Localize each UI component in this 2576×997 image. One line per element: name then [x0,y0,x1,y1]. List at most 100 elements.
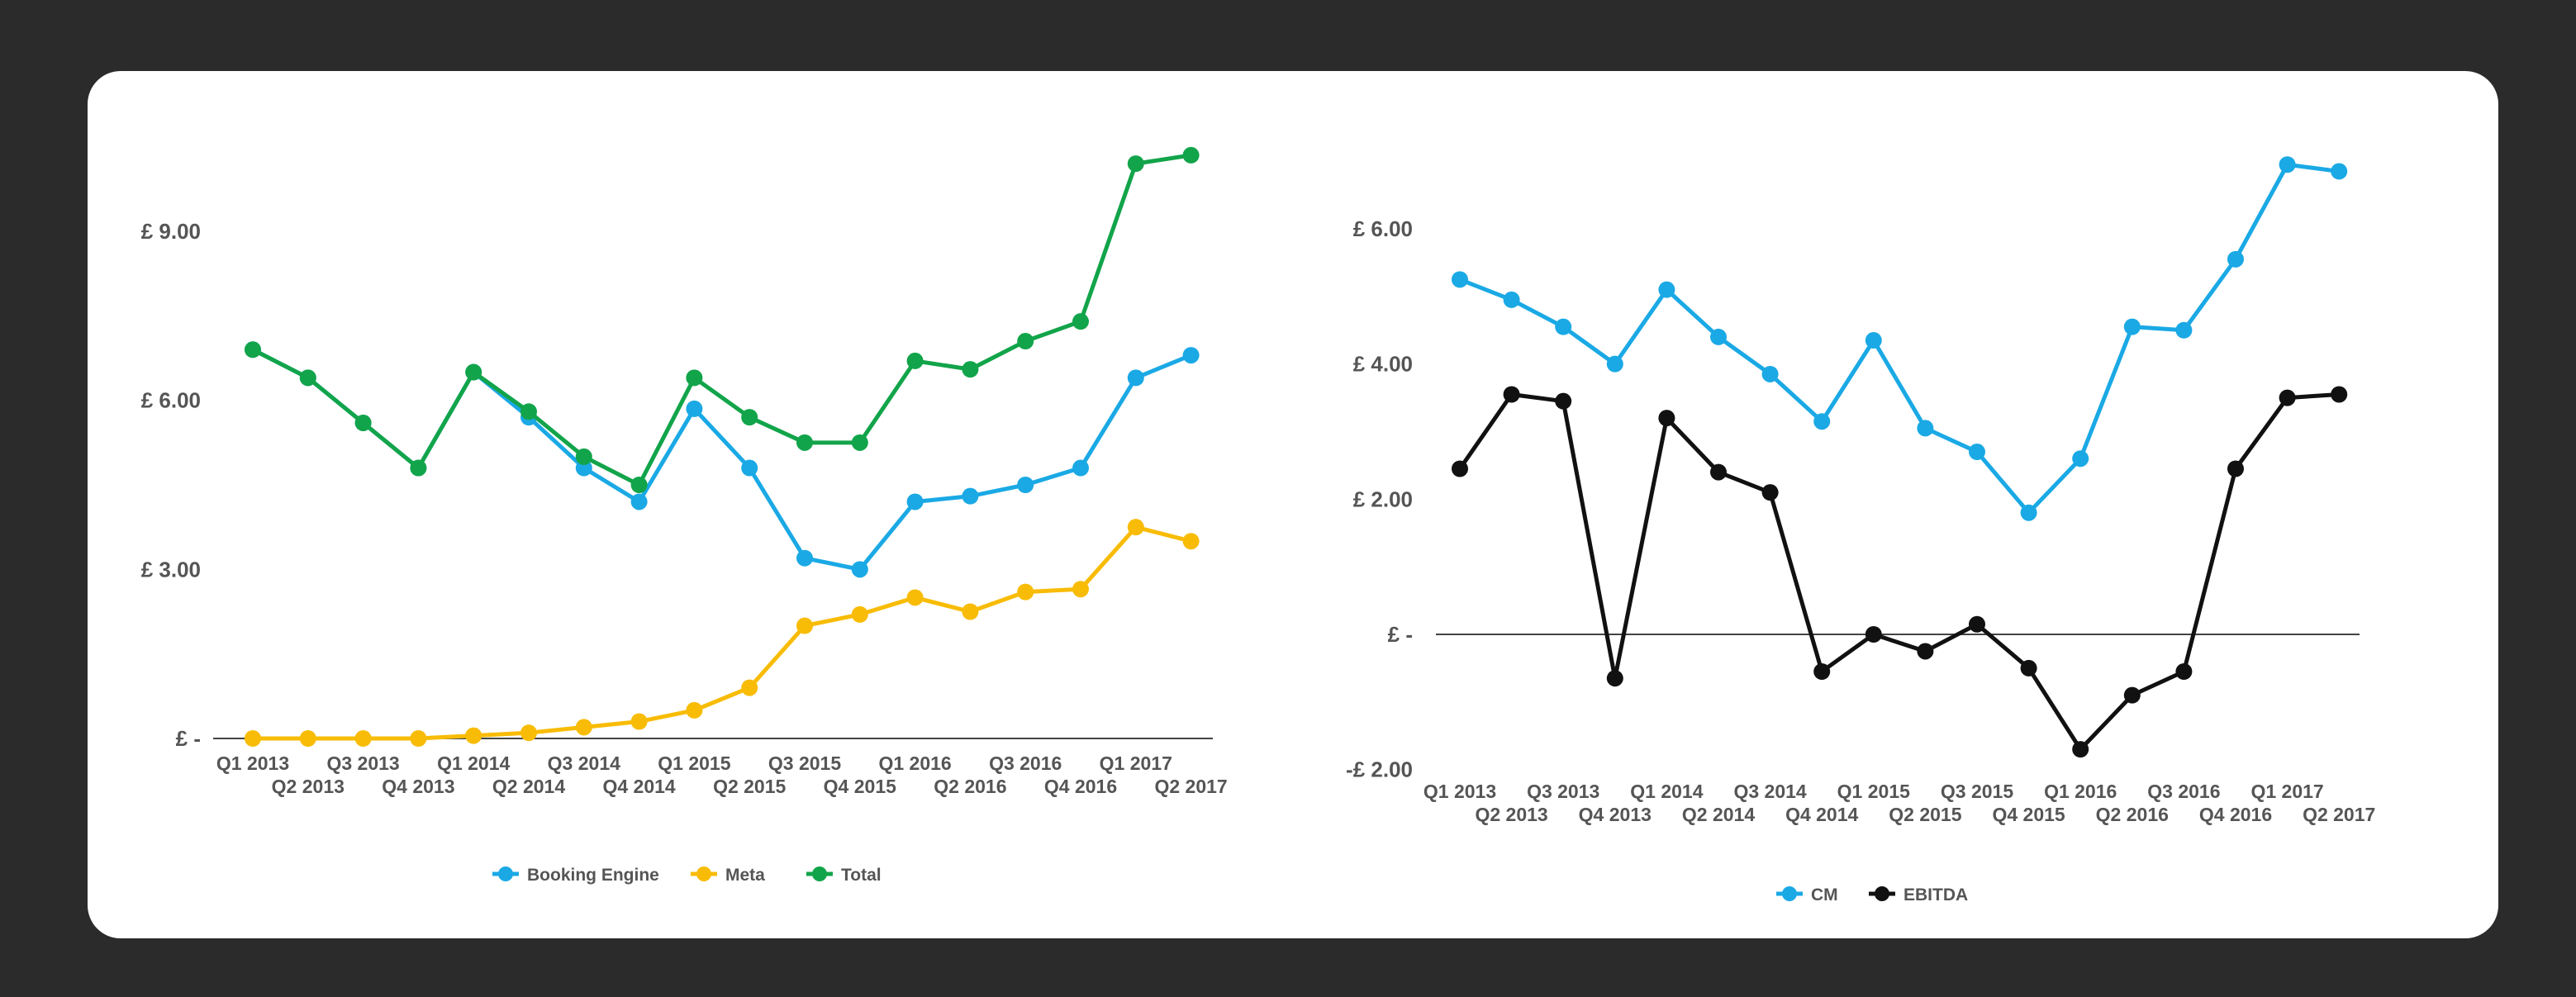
right-x-tick-label: Q3 2014 [1733,781,1806,802]
right-y-tick-label: £ 2.00 [1353,487,1413,511]
booking-engine-point [630,493,648,510]
ebitda-point [1865,626,1882,643]
total-point [1072,313,1089,330]
meta-line [253,525,1192,741]
ebitda-point [2072,741,2089,758]
left-legend-total: Total [806,866,882,885]
right-x-tick-label: Q1 2016 [2044,781,2117,802]
ebitda-point [1503,386,1520,403]
booking-engine-point [1182,347,1200,364]
cm-point [1452,271,1468,288]
right-x-tick-label: Q2 2013 [1475,804,1547,825]
total-point [851,434,868,451]
right-x-tick-label: Q3 2016 [2147,781,2220,802]
booking-engine-point [796,549,813,567]
right-y-tick-label: £ 4.00 [1353,352,1413,377]
right-series-ebitda [1452,386,2348,758]
right-x-tick-label: Q3 2015 [1941,781,2013,802]
meta-point [410,730,427,747]
booking-engine-point [851,561,868,578]
left-series-total [245,146,1200,493]
ebitda-line [1457,392,2340,752]
ebitda-point [2227,460,2244,477]
right-x-tick-label: Q2 2016 [2096,804,2169,825]
meta-point [962,603,979,620]
meta-point [575,719,592,736]
meta-legend-label: Meta [725,866,765,885]
total-point [630,477,648,493]
cm-point [2331,163,2348,180]
ebitda-point [1710,463,1727,481]
left-legend-meta: Meta [691,866,765,885]
cm-point [1969,444,1985,461]
total-point [354,414,372,431]
right-legend-ebitda: EBITDA [1869,885,1968,904]
right-legend-cm: CM [1776,885,1838,904]
ebitda-point [1969,615,1985,633]
left-x-tick-label: Q4 2015 [824,776,896,797]
left-x-tick-label: Q1 2014 [437,752,510,774]
cm-point [1865,332,1882,349]
meta-point [906,589,924,606]
meta-legend-swatch-dot [696,866,711,881]
ebitda-point [1452,460,1468,477]
ebitda-point [2331,386,2348,403]
left-x-tick-label: Q4 2013 [382,776,454,797]
ebitda-point [1555,392,1572,410]
total-point [741,409,758,426]
right-series-cm [1452,156,2348,521]
cm-point [2020,504,2037,521]
right-x-tick-label: Q1 2015 [1837,781,1910,802]
total-point [465,363,482,381]
cm-point [1761,365,1779,382]
cm-point [1555,318,1572,335]
left-x-tick-label: Q1 2013 [216,752,289,774]
total-point [686,369,703,387]
right-x-tick-label: Q3 2013 [1527,781,1599,802]
cm-point [2072,450,2089,468]
right-x-tick-label: Q2 2015 [1889,804,1961,825]
meta-point [1127,519,1144,536]
right-x-tick-label: Q1 2014 [1630,781,1703,802]
ebitda-legend-label: EBITDA [1903,885,1968,904]
total-line [251,153,1191,487]
booking-engine-legend-swatch-dot [498,866,513,881]
total-point [906,352,924,369]
right-y-tick-label: -£ 2.00 [1346,757,1413,782]
meta-point [520,724,537,742]
ebitda-point [1658,410,1675,427]
ebitda-point [1813,663,1831,681]
cm-legend-label: CM [1811,885,1838,904]
meta-point [851,605,868,623]
booking-engine-point [741,459,758,477]
left-x-tick-label: Q3 2015 [768,752,841,774]
right-x-tick-label: Q2 2014 [1682,804,1755,825]
cm-point [2175,321,2193,339]
left-x-tick-label: Q2 2014 [492,776,565,797]
left-x-tick-label: Q1 2016 [878,752,951,774]
meta-point [1072,581,1089,598]
left-y-tick-label: £ 9.00 [141,219,201,244]
total-legend-swatch-dot [812,866,827,881]
right-x-tick-label: Q4 2016 [2199,804,2272,825]
ebitda-point [1606,670,1623,687]
right-x-tick-label: Q2 2017 [2303,804,2375,825]
meta-point [354,730,372,747]
right-x-tick-label: Q4 2015 [1992,804,2065,825]
total-point [962,361,979,378]
cm-point [1813,413,1831,430]
booking-engine-point [1017,477,1034,493]
left-y-tick-label: £ - [176,726,201,751]
left-y-tick-label: £ 6.00 [141,388,201,413]
booking-engine-point [686,400,703,417]
right-y-tick-label: £ - [1388,622,1413,647]
cm-point [1917,420,1934,437]
right-x-tick-label: Q1 2013 [1423,781,1496,802]
left-x-tick-label: Q3 2014 [548,752,620,774]
meta-point [245,730,261,747]
meta-point [1017,583,1034,601]
ebitda-legend-swatch-dot [1875,886,1889,901]
cm-point [1503,291,1520,308]
